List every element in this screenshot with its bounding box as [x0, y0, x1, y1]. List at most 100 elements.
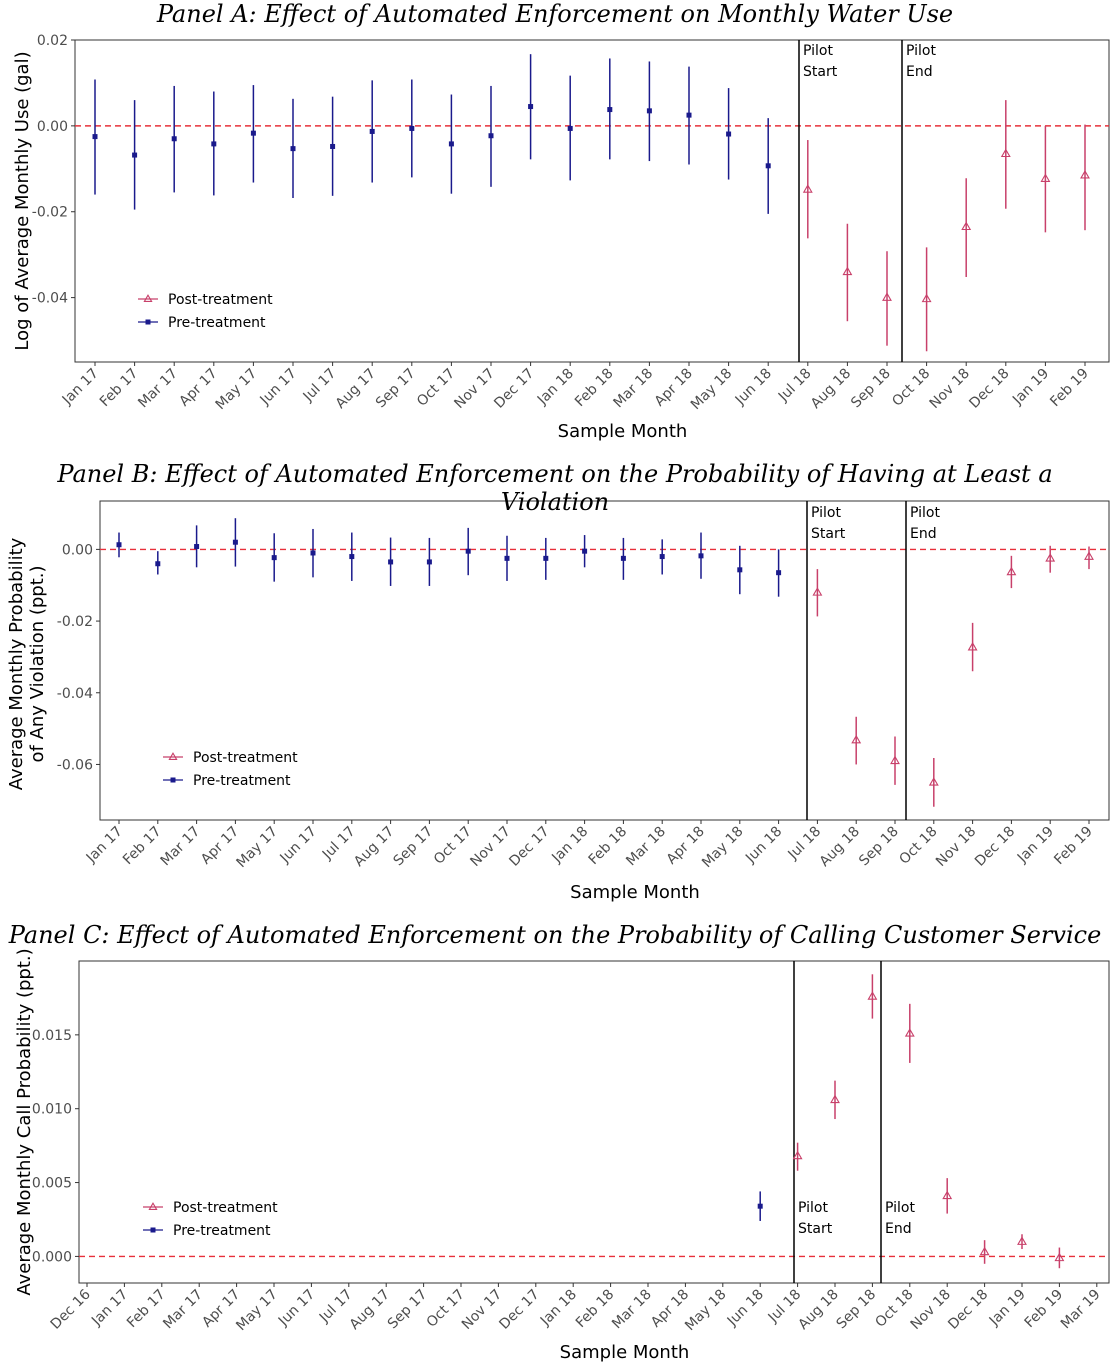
data-point: [369, 128, 375, 134]
data-point: [961, 221, 972, 231]
x-tick-label: Jun 17: [277, 824, 320, 867]
data-point: [882, 292, 892, 301]
x-tick-label: Sep 18: [856, 824, 902, 870]
data-point: [1045, 553, 1056, 562]
data-point: [904, 1028, 915, 1037]
x-tick-label: Dec 18: [972, 824, 1018, 870]
data-point: [1006, 566, 1017, 576]
data-point: [211, 141, 217, 147]
x-tick-label: Jan 17: [88, 1287, 131, 1330]
x-tick-label: Aug 17: [347, 1287, 393, 1333]
x-tick-label: Jan 19: [986, 1287, 1029, 1330]
legend-marker-pre: [150, 1227, 156, 1233]
x-tick-label: Nov 17: [467, 824, 513, 870]
data-point: [290, 146, 296, 152]
data-point: [388, 559, 394, 565]
x-tick-label: Nov 17: [459, 1287, 505, 1333]
data-point: [194, 544, 200, 550]
x-tick-label: Aug 18: [808, 366, 854, 412]
data-point: [698, 553, 704, 559]
plot-frame: [78, 960, 1110, 1284]
x-tick-label: Feb 17: [124, 1287, 169, 1332]
x-tick-label: Mar 18: [610, 366, 656, 412]
data-point: [737, 567, 743, 573]
data-point: [132, 152, 138, 158]
data-point: [1054, 1252, 1065, 1262]
x-tick-label: Feb 19: [1051, 824, 1096, 869]
data-point: [686, 112, 692, 118]
x-tick-label: Feb 18: [586, 824, 631, 869]
x-tick-label: Jan 17: [83, 824, 126, 867]
x-tick-label: Sep 18: [848, 366, 894, 412]
data-point: [92, 134, 98, 140]
pilot-end-label: End: [906, 64, 933, 80]
data-point: [310, 550, 316, 556]
plot-frame: [74, 39, 1110, 363]
data-point: [928, 777, 939, 786]
x-tick-label: Sep 17: [385, 1287, 431, 1333]
legend-label-pre: Pre-treatment: [193, 773, 291, 789]
panel-a-title: Panel A: Effect of Automated Enforcement…: [156, 0, 954, 28]
x-tick-label: Aug 18: [817, 824, 863, 870]
y-tick-label: -0.02: [57, 614, 93, 630]
x-tick-label: Nov 18: [908, 1287, 954, 1333]
data-point: [765, 163, 771, 169]
data-point: [330, 143, 336, 149]
legend-label-post: Post-treatment: [168, 292, 273, 308]
y-tick-label: 0.005: [32, 1176, 72, 1192]
data-point: [757, 1203, 763, 1209]
pilot-end-label: Pilot: [910, 505, 940, 521]
x-tick-label: May 18: [699, 824, 747, 872]
y-axis-title-line: Average Monthly Probability: [6, 537, 27, 790]
x-tick-label: Feb 19: [1047, 366, 1092, 411]
x-tick-label: Jan 19: [1009, 366, 1052, 409]
x-tick-label: Sep 17: [373, 366, 419, 412]
pilot-end-label: Pilot: [885, 1200, 915, 1216]
y-axis-title: Average Monthly Call Probability (ppt.): [14, 948, 35, 1295]
data-point: [232, 539, 238, 545]
legend-label-pre: Pre-treatment: [173, 1223, 271, 1239]
pilot-end-label: Pilot: [906, 43, 936, 59]
data-point: [726, 131, 732, 137]
x-tick-label: Oct 17: [431, 824, 475, 868]
x-tick-label: Dec 18: [945, 1287, 991, 1333]
x-tick-label: May 17: [233, 824, 281, 872]
x-axis-title: Sample Month: [560, 1342, 690, 1363]
legend-label-post: Post-treatment: [173, 1200, 278, 1216]
legend-marker-post: [148, 1202, 158, 1211]
data-point: [271, 555, 277, 561]
data-point: [155, 561, 161, 567]
x-tick-label: Jun 17: [275, 1287, 318, 1330]
data-point: [171, 136, 177, 142]
x-tick-label: Feb 19: [1022, 1287, 1067, 1332]
data-point: [582, 548, 588, 554]
x-tick-label: Oct 18: [889, 366, 933, 410]
x-tick-label: Jun 18: [742, 824, 785, 867]
data-point: [646, 108, 652, 114]
y-tick-label: -0.04: [32, 291, 68, 307]
pilot-end-label: End: [885, 1221, 912, 1237]
x-tick-label: Sep 18: [834, 1287, 880, 1333]
x-tick-label: Jun 17: [257, 366, 300, 409]
data-point: [867, 991, 878, 1000]
data-point: [448, 141, 454, 147]
x-axis-title: Sample Month: [558, 421, 688, 442]
y-tick-label: 0.015: [32, 1028, 72, 1044]
data-point: [812, 587, 823, 596]
data-point: [488, 133, 494, 139]
data-point: [1000, 148, 1011, 158]
legend-marker-pre: [170, 777, 176, 783]
data-point: [1040, 173, 1051, 182]
x-tick-label: Nov 18: [927, 366, 973, 412]
data-point: [426, 559, 432, 565]
data-point: [504, 555, 510, 561]
x-tick-label: Dec 17: [491, 366, 537, 412]
panel-c-title: Panel C: Effect of Automated Enforcement…: [8, 921, 1102, 949]
data-point: [776, 570, 782, 576]
x-tick-label: Dec 17: [496, 1287, 542, 1333]
data-point: [851, 734, 862, 744]
